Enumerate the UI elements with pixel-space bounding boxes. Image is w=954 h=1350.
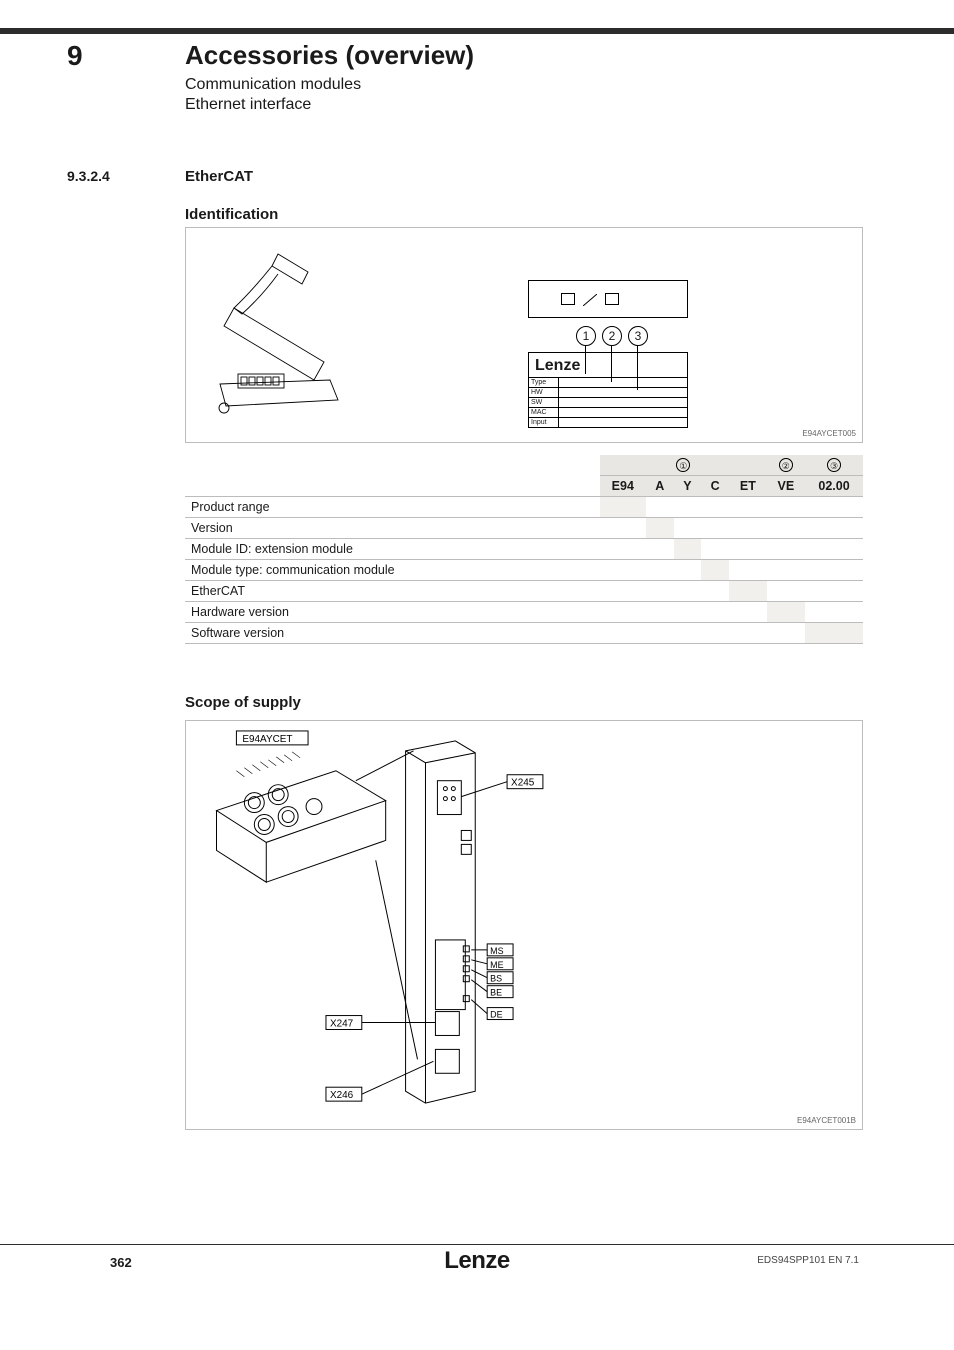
label-plate-main: Lenze TypeHWSWMACInput bbox=[528, 352, 688, 428]
figure-scope: E94AYCET bbox=[185, 720, 863, 1130]
col-group-2: ② bbox=[779, 458, 793, 472]
section-number: 9.3.2.4 bbox=[67, 168, 110, 184]
plate-row: MAC bbox=[529, 408, 687, 418]
chapter-sub2: Ethernet interface bbox=[185, 96, 311, 114]
heading-scope: Scope of supply bbox=[185, 694, 301, 711]
label-de: DE bbox=[490, 1010, 502, 1020]
plate-row: SW bbox=[529, 398, 687, 408]
figure2-ref: E94AYCET001B bbox=[797, 1116, 856, 1125]
chapter-number: 9 bbox=[67, 40, 83, 72]
table-row: Version bbox=[185, 518, 863, 539]
figure-identification: 1 2 3 Lenze TypeHWSWMACInput E94AYCET005 bbox=[185, 227, 863, 443]
label-ms: MS bbox=[490, 946, 503, 956]
label-x245: X245 bbox=[511, 778, 535, 789]
col-header: A bbox=[646, 476, 674, 497]
plate-row: Input bbox=[529, 418, 687, 427]
row-label: Module ID: extension module bbox=[185, 539, 600, 560]
col-header: VE bbox=[767, 476, 805, 497]
row-label: Hardware version bbox=[185, 602, 600, 623]
plate-row: HW bbox=[529, 388, 687, 398]
page-number: 362 bbox=[110, 1255, 132, 1270]
table-row: EtherCAT bbox=[185, 581, 863, 602]
col-header: E94 bbox=[600, 476, 646, 497]
table-row: Software version bbox=[185, 623, 863, 644]
callout-1: 1 bbox=[576, 326, 596, 346]
label-me: ME bbox=[490, 960, 503, 970]
module-iso-sketch bbox=[208, 244, 358, 414]
row-label: Product range bbox=[185, 497, 600, 518]
label-e94aycet: E94AYCET bbox=[242, 734, 292, 745]
label-be: BE bbox=[490, 988, 502, 998]
callout-2: 2 bbox=[602, 326, 622, 346]
heading-identification: Identification bbox=[185, 206, 278, 223]
label-x247: X247 bbox=[330, 1019, 354, 1030]
page-footer: 362 Lenze EDS94SPP101 EN 7.1 bbox=[0, 1244, 954, 1272]
chapter-title: Accessories (overview) bbox=[185, 40, 474, 71]
col-group-3: ③ bbox=[827, 458, 841, 472]
footer-brand: Lenze bbox=[444, 1247, 510, 1275]
table-row: Module type: communication module bbox=[185, 560, 863, 581]
col-header: 02.00 bbox=[805, 476, 863, 497]
row-label: Software version bbox=[185, 623, 600, 644]
plate-brand: Lenze bbox=[529, 353, 687, 377]
callout-3: 3 bbox=[628, 326, 648, 346]
label-x246: X246 bbox=[330, 1090, 354, 1101]
plate-row: Type bbox=[529, 378, 687, 388]
figure1-ref: E94AYCET005 bbox=[802, 429, 856, 438]
row-label: Module type: communication module bbox=[185, 560, 600, 581]
label-plate-top bbox=[528, 280, 688, 318]
section-title: EtherCAT bbox=[185, 168, 253, 185]
callout-circles: 1 2 3 bbox=[576, 326, 648, 346]
col-header: Y bbox=[674, 476, 701, 497]
doc-code: EDS94SPP101 EN 7.1 bbox=[757, 1255, 859, 1266]
row-label: Version bbox=[185, 518, 600, 539]
col-header: ET bbox=[729, 476, 766, 497]
table-row: Module ID: extension module bbox=[185, 539, 863, 560]
col-header: C bbox=[701, 476, 729, 497]
page-header: 9 Accessories (overview) Communication m… bbox=[0, 28, 954, 112]
table-row: Hardware version bbox=[185, 602, 863, 623]
table-row: Product range bbox=[185, 497, 863, 518]
identification-table: ① ② ③ E94AYCETVE02.00 Product rangeVersi… bbox=[185, 455, 863, 644]
chapter-sub1: Communication modules bbox=[185, 76, 361, 94]
col-group-1: ① bbox=[676, 458, 690, 472]
row-label: EtherCAT bbox=[185, 581, 600, 602]
label-bs: BS bbox=[490, 974, 502, 984]
